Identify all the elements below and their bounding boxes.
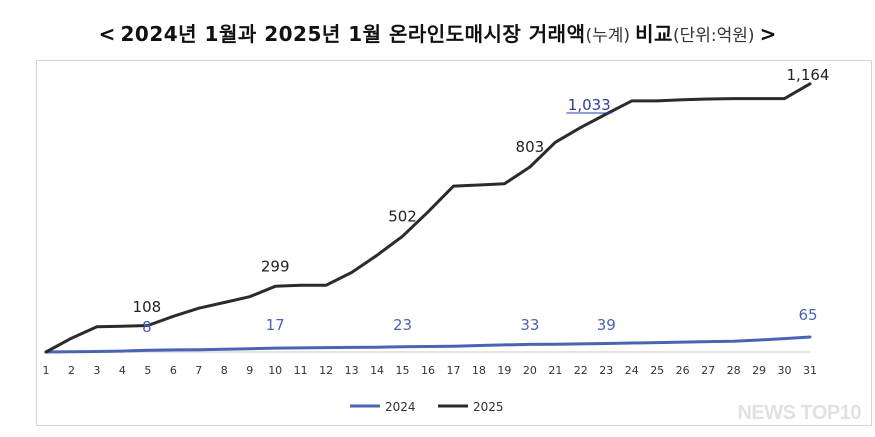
x-tick-label: 12 (319, 364, 333, 377)
x-tick-label: 4 (119, 364, 126, 377)
x-tick-label: 2 (68, 364, 75, 377)
x-tick-label: 7 (195, 364, 202, 377)
x-tick-label: 9 (246, 364, 253, 377)
x-tick-label: 3 (93, 364, 100, 377)
chart-title: < 2024년 1월과 2025년 1월 온라인도매시장 거래액(누계) 비교(… (0, 18, 875, 47)
watermark: NEWS TOP10 (737, 402, 861, 424)
x-tick-label: 25 (650, 364, 664, 377)
data-label-2024: 23 (393, 316, 412, 334)
x-tick-label: 17 (446, 364, 460, 377)
x-tick-label: 23 (599, 364, 613, 377)
x-tick-label: 15 (396, 364, 410, 377)
data-label-2025: 108 (133, 298, 162, 316)
x-tick-label: 30 (778, 364, 792, 377)
data-label-2025: 1,033 (568, 96, 611, 114)
series-line-2024 (44, 335, 812, 354)
x-tick-label: 24 (625, 364, 639, 377)
title-unit: (단위:억원) (672, 26, 755, 46)
title-qualifier: (누계) (585, 26, 631, 46)
series-line-2025 (44, 82, 812, 354)
title-main: 2024년 1월과 2025년 1월 온라인도매시장 거래액 (120, 22, 586, 46)
x-tick-label: 21 (548, 364, 562, 377)
data-label-2025: 1,164 (787, 66, 830, 84)
x-tick-label: 29 (752, 364, 766, 377)
data-label-2024: 33 (520, 316, 539, 334)
x-tick-label: 22 (574, 364, 588, 377)
x-tick-label: 13 (345, 364, 359, 377)
data-label-2024: 8 (142, 318, 152, 336)
data-label-2024: 39 (597, 316, 616, 334)
data-label-2024: 65 (798, 306, 817, 324)
x-tick-label: 28 (727, 364, 741, 377)
x-tick-label: 19 (497, 364, 511, 377)
legend-label-2025: 2025 (473, 400, 504, 414)
x-tick-label: 14 (370, 364, 384, 377)
x-tick-label: 11 (294, 364, 308, 377)
x-tick-label: 5 (144, 364, 151, 377)
x-tick-label: 18 (472, 364, 486, 377)
x-tick-label: 1 (43, 364, 50, 377)
chart-frame (36, 60, 872, 426)
x-tick-label: 31 (803, 364, 817, 377)
data-label-2025: 299 (261, 257, 290, 275)
x-tick-label: 20 (523, 364, 537, 377)
data-label-2025: 502 (388, 207, 417, 225)
x-tick-label: 27 (701, 364, 715, 377)
x-tick-label: 26 (676, 364, 690, 377)
title-prefix: < (98, 22, 116, 46)
title-suffix: > (759, 22, 777, 46)
x-tick-label: 8 (221, 364, 228, 377)
x-tick-label: 16 (421, 364, 435, 377)
title-compare: 비교 (635, 22, 673, 46)
legend-label-2024: 2024 (385, 400, 416, 414)
x-tick-label: 6 (170, 364, 177, 377)
x-tick-label: 10 (268, 364, 282, 377)
data-label-2025: 803 (516, 138, 545, 156)
data-label-2024: 17 (266, 316, 285, 334)
